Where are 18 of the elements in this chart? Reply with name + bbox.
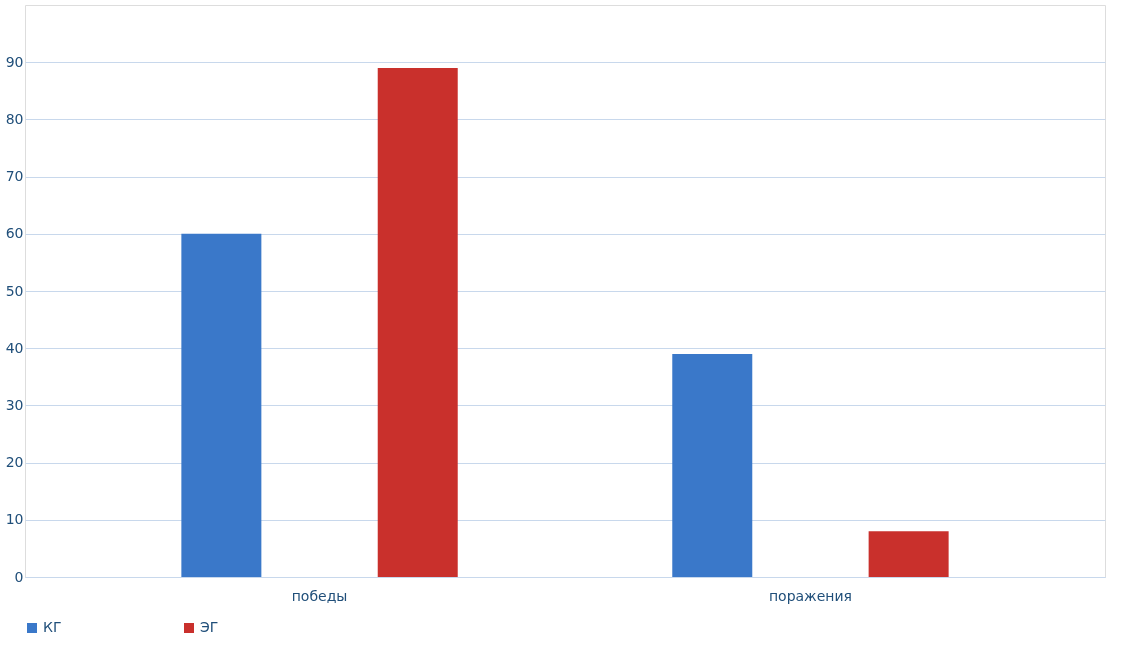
y-tick-label: 10 <box>5 511 24 528</box>
legend-label: КГ <box>43 619 62 635</box>
x-tick-label: поражения <box>768 587 852 604</box>
bar <box>181 233 262 577</box>
y-tick-label: 90 <box>5 53 24 70</box>
y-tick-label: 80 <box>5 110 24 127</box>
bar <box>672 353 753 577</box>
bar <box>377 67 458 577</box>
legend-label: ЭГ <box>200 619 219 635</box>
y-tick-label: 50 <box>5 282 24 299</box>
y-tick-label: 30 <box>5 396 24 413</box>
bar <box>868 531 949 577</box>
y-tick-label: 0 <box>14 568 24 585</box>
y-tick-label: 70 <box>5 168 24 185</box>
y-tick-label: 20 <box>5 454 24 471</box>
y-tick-label: 60 <box>5 225 24 242</box>
y-tick-label: 40 <box>5 339 24 356</box>
x-tick-label: победы <box>291 587 348 604</box>
